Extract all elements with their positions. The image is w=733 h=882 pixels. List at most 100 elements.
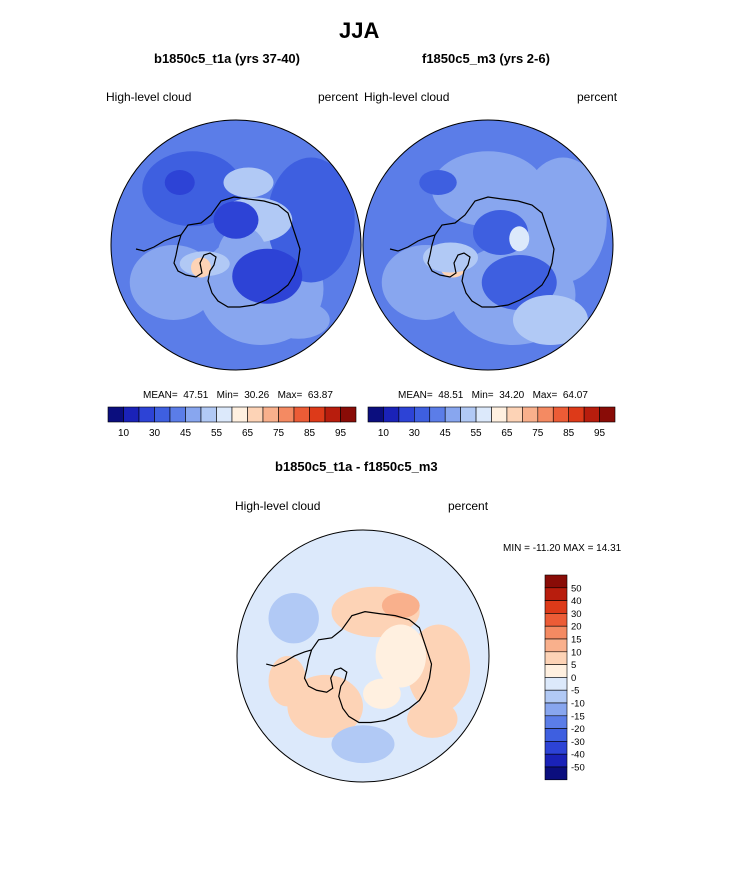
map-p1-coastline [173, 196, 301, 308]
colorbar-2-tick-label: -40 [571, 750, 585, 761]
map-p3-contour-patch [331, 725, 395, 764]
map-p3-coastline [303, 611, 433, 724]
colorbar-2-swatch [544, 664, 568, 678]
panel2-max-label: Max= [532, 390, 558, 401]
colorbar-1-tick-label: 30 [409, 428, 421, 439]
map-p2-coastline [427, 196, 555, 308]
colorbar-2-tick-label: 10 [571, 647, 582, 658]
colorbar-0-swatch [138, 406, 155, 423]
colorbar-1-tick-label: 95 [594, 428, 606, 439]
colorbar-2-swatch [544, 741, 568, 755]
map-p2-peninsula [389, 234, 436, 252]
panel2-mean: 48.51 [438, 390, 464, 401]
colorbar-0-tick-label: 75 [273, 428, 285, 439]
colorbar-0-tick-label: 10 [118, 428, 130, 439]
colorbar-2-swatch [544, 715, 568, 729]
colorbar-2-tick-label: -20 [571, 724, 585, 735]
page-title: JJA [339, 18, 380, 43]
colorbar-2-tick-label: 50 [571, 583, 582, 594]
panel2-variable-label: High-level cloud [364, 90, 450, 104]
colorbar-2-tick-label: -50 [571, 763, 585, 774]
map-p1-border [110, 119, 362, 371]
panel1-mean: 47.51 [183, 390, 209, 401]
map-p2-contour-patch [419, 170, 457, 195]
panel1-subtitle: b1850c5_t1a (yrs 37-40) [154, 51, 300, 66]
colorbar-2-tick-label: 15 [571, 635, 582, 646]
colorbar-0-swatch [278, 406, 295, 423]
panel2-min: 34.20 [499, 390, 525, 401]
colorbar-0-tick-label: 95 [335, 428, 347, 439]
panel1-max-label: Max= [277, 390, 303, 401]
colorbar-2-swatch [544, 638, 568, 653]
panel3-variable-label: High-level cloud [235, 499, 321, 513]
colorbar-2-swatch [544, 689, 568, 704]
colorbar-0-swatch [185, 406, 202, 423]
colorbar-2-tick-label: 30 [571, 609, 582, 620]
colorbar-0-swatch [293, 406, 310, 423]
colorbar-2-swatch [544, 625, 568, 640]
panel2-stats: MEAN= 48.51 Min= 34.20 Max= 64.07 [398, 390, 588, 401]
colorbar-2-swatch [544, 702, 568, 717]
colorbar-2-tick-label: -5 [571, 686, 579, 697]
map-p2-contour-patch [513, 295, 588, 345]
colorbar-2-tick-label: -15 [571, 711, 585, 722]
colorbar-1-tick-label: 45 [440, 428, 452, 439]
map-p1-contour-patch [232, 248, 303, 304]
panel3-units-label: percent [448, 499, 489, 513]
map-p3-contour-patch [363, 678, 401, 709]
panel2-min-label: Min= [471, 390, 494, 401]
panel1-max: 63.87 [307, 390, 333, 401]
colorbar-0-swatch [200, 406, 217, 423]
colorbar-1-swatch [383, 406, 400, 423]
colorbar-1-swatch [537, 406, 554, 423]
colorbar-1-swatch [599, 406, 616, 423]
map-p3-peninsula [266, 649, 312, 667]
map-p3-contour-patch [268, 593, 319, 644]
colorbar-2-tick-label: 40 [571, 596, 582, 607]
map-p1-contour-patch [213, 201, 259, 239]
colorbar-2-swatch [544, 574, 568, 589]
map-p3-contour-patch [381, 593, 420, 619]
colorbar-2-tick-label: -10 [571, 699, 585, 710]
colorbar-2-swatch [544, 753, 568, 768]
colorbar-0-swatch [340, 406, 357, 423]
panel1-stats: MEAN= 47.51 Min= 30.26 Max= 63.87 [143, 390, 333, 401]
colorbar-2-swatch [544, 677, 568, 691]
map-p1-contour-patch [164, 170, 195, 195]
colorbar-2-tick-label: -30 [571, 737, 585, 748]
map-p3-contour-patch [407, 700, 458, 738]
map-p2-contour-patch [509, 226, 530, 252]
panel1-min-label: Min= [216, 390, 239, 401]
colorbar-0-swatch [262, 406, 279, 423]
map-p3-contour-patch [268, 656, 307, 707]
colorbar-2-swatch [544, 613, 568, 627]
panel2-mean-label: MEAN= [398, 390, 433, 401]
map-p3-contour-patch [375, 624, 426, 688]
colorbar-0-swatch [169, 406, 186, 423]
colorbar-2-swatch [544, 600, 568, 614]
map-p2-contour-patch [431, 151, 545, 227]
colorbar-2-tick-label: 5 [571, 660, 576, 671]
map-p3-contour-patch [287, 674, 364, 738]
colorbar-2-swatch [544, 651, 568, 665]
colorbar-1-swatch [506, 406, 523, 423]
panel1-min: 30.26 [244, 390, 270, 401]
colorbar-1-swatch [522, 406, 539, 423]
panel2-units-label: percent [577, 90, 618, 104]
colorbar-0-swatch [123, 406, 140, 423]
colorbar-1-tick-label: 85 [563, 428, 575, 439]
panel1-units-label: percent [318, 90, 359, 104]
colorbar-0-swatch [324, 406, 341, 423]
colorbar-2-swatch [544, 587, 568, 601]
panel3-subtitle: b1850c5_t1a - f1850c5_m3 [275, 459, 438, 474]
map-p1-peninsula [135, 234, 182, 252]
colorbar-1-swatch [491, 406, 508, 423]
colorbar-1-swatch [552, 406, 569, 423]
colorbar-0-swatch [107, 406, 124, 423]
colorbar-1-swatch [398, 406, 415, 423]
colorbar-1-swatch [367, 406, 384, 423]
colorbar-1-swatch [475, 406, 492, 423]
colorbar-0-tick-label: 85 [304, 428, 316, 439]
colorbar-0-tick-label: 30 [149, 428, 161, 439]
